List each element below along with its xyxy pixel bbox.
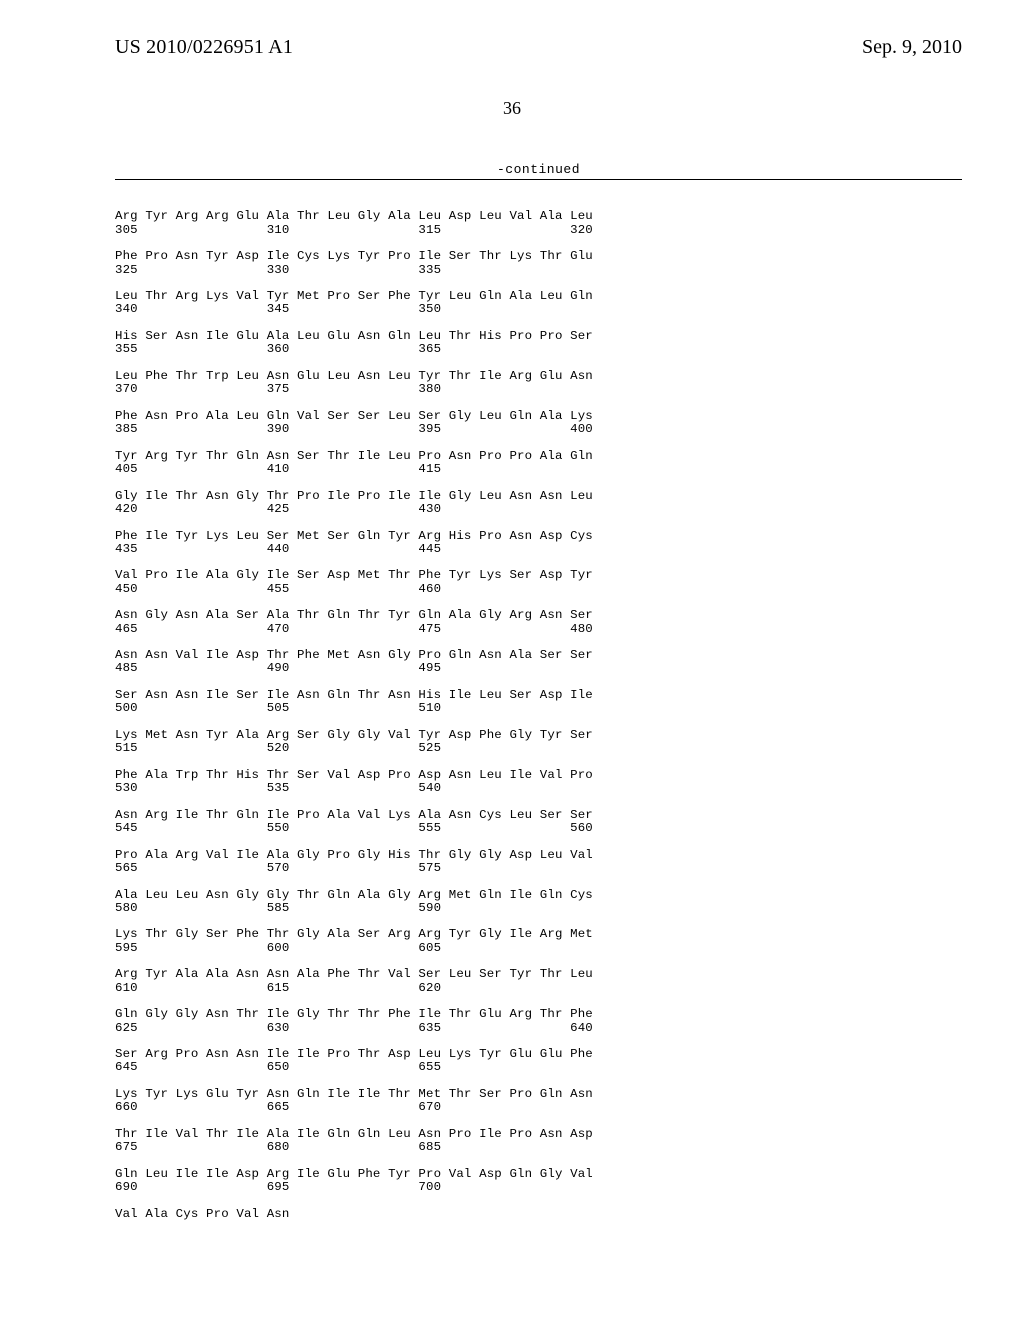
page-number: 36 xyxy=(0,98,1024,119)
page-root: US 2010/0226951 A1 Sep. 9, 2010 36 -cont… xyxy=(0,0,1024,1320)
horizontal-rule xyxy=(115,179,962,180)
continued-label: -continued xyxy=(115,162,962,177)
sequence-listing: Arg Tyr Arg Arg Glu Ala Thr Leu Gly Ala … xyxy=(115,210,593,1221)
continued-block: -continued xyxy=(115,162,962,180)
header-pub-number: US 2010/0226951 A1 xyxy=(115,36,293,59)
header-date: Sep. 9, 2010 xyxy=(862,36,962,59)
